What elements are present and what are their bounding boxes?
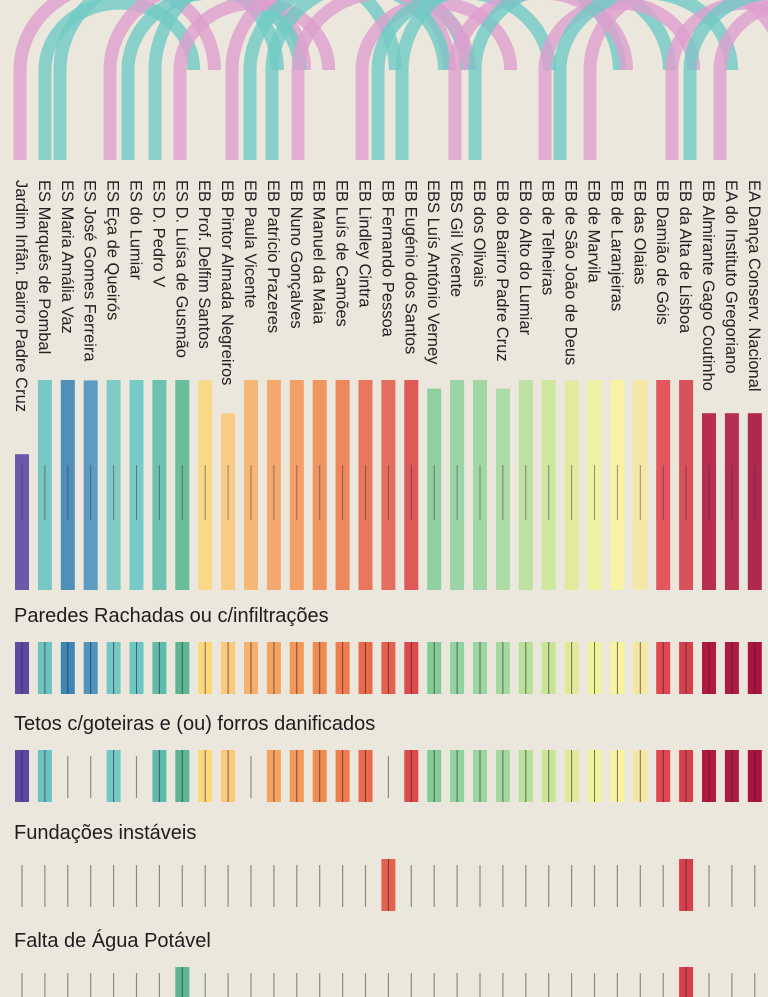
school-label: EB de São João de Deus — [562, 180, 580, 365]
arc-ribbon — [448, 0, 634, 160]
arc-ribbon — [371, 0, 557, 160]
school-label: EB Manuel da Maia — [310, 180, 328, 325]
school-label: ES D. Pedro V — [149, 180, 167, 287]
school-label: EB de Telheiras — [539, 180, 557, 295]
issue-title: Falta de Água Potável — [14, 929, 211, 952]
school-label: ES Maria Amália Vaz — [58, 180, 76, 334]
school-label: EB do Alto do Lumiar — [516, 180, 534, 336]
arc-ribbon — [583, 0, 768, 160]
school-label: EB dos Olivais — [470, 180, 488, 287]
arc-ribbon — [683, 0, 765, 160]
school-label: EB das Olaias — [630, 180, 648, 285]
arc-ribbon — [713, 0, 768, 160]
issue-title: Paredes Rachadas ou c/infiltrações — [14, 605, 329, 627]
arc-ribbon — [173, 0, 336, 160]
school-label: ES D. Luísa de Gusmão — [172, 180, 190, 358]
arc-ribbon — [468, 0, 676, 160]
school-label: EB de Marvila — [585, 180, 603, 284]
school-label: EB Paula Vicente — [241, 180, 259, 308]
school-label: EB Pintor Almada Negreiros — [218, 180, 236, 385]
school-label: Jardim Infân. Bairro Padre Cruz — [12, 180, 30, 412]
school-label: EB Almirante Gago Coutinho — [699, 180, 717, 391]
school-label: EA do Instituto Gregoriano — [722, 180, 740, 374]
school-stem — [15, 454, 29, 590]
school-label: EBS Gil Vicente — [447, 180, 465, 297]
issue-rows: Paredes Rachadas ou c/infiltrações Tetos … — [14, 605, 762, 997]
school-label: EB do Bairro Padre Cruz — [493, 180, 511, 362]
arc-ribbon — [553, 0, 739, 160]
school-label: EB Fernando Pessoa — [378, 180, 396, 338]
school-label: EB Patrício Prazeres — [264, 180, 282, 333]
school-label: EB Eugénio dos Santos — [401, 180, 419, 354]
school-label: ES do Lumiar — [127, 180, 145, 280]
school-label: EB Nuno Gonçalves — [287, 180, 305, 329]
issue-title: Tetos c/goteiras e (ou) forros danificad… — [14, 713, 375, 735]
school-label: EA Dança Conserv. Nacional — [745, 180, 763, 392]
school-label: EB Damião de Góis — [653, 180, 671, 325]
school-label: EB Prof. Delfim Santos — [195, 180, 213, 349]
school-label: EB de Laranjeiras — [607, 180, 625, 311]
school-label: EBS Luís António Verney — [424, 180, 442, 365]
school-label: ES Marquês de Pombal — [35, 180, 53, 354]
connection-arcs — [13, 0, 768, 160]
school-label: EB Lindley Cintra — [356, 180, 374, 308]
school-stems — [15, 380, 762, 590]
arc-ribbon — [243, 0, 451, 160]
arc-ribbon — [121, 0, 307, 160]
school-label: EB Luís de Camões — [333, 180, 351, 327]
school-label: ES Eça de Queirós — [104, 180, 122, 320]
issue-title: Fundações instáveis — [14, 822, 196, 844]
school-label: ES José Gomes Ferreira — [81, 180, 99, 362]
school-labels: Jardim Infân. Bairro Padre Cruz ES Marquê… — [12, 180, 763, 412]
school-label: EB da Alta de Lisboa — [676, 180, 694, 334]
